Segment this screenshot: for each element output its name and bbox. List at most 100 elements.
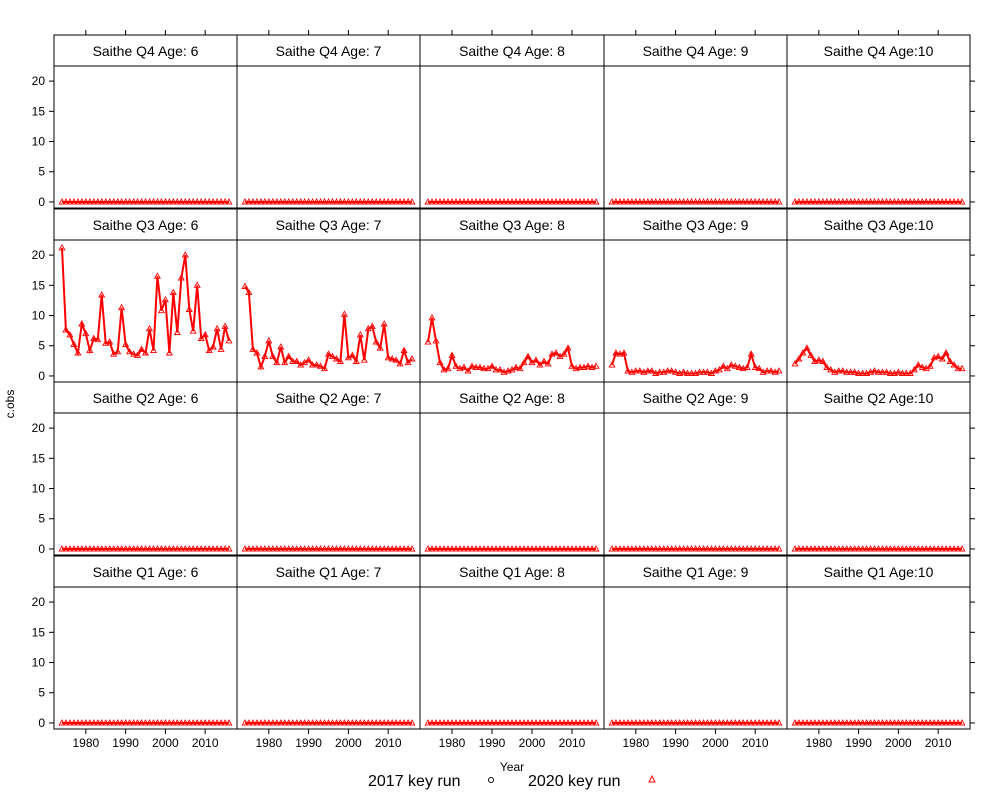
data-point [253,719,261,726]
data-point [882,198,891,205]
panel-14: Saithe Q2 Age:10 [786,381,971,556]
data-point [811,545,819,552]
data-point [560,198,568,205]
data-point [942,719,950,726]
panel-frame [236,586,421,730]
data-point [448,351,456,358]
x-tick-label: 1990 [479,736,506,750]
panel-1: Saithe Q4 Age: 7 [236,34,421,209]
data-point [683,719,692,726]
data-point [711,719,719,726]
data-point [313,719,321,726]
series-line-2020 [244,285,413,371]
data-point [133,351,142,358]
data-point [823,198,831,205]
data-point [747,350,755,357]
data-point [918,545,926,552]
data-point [532,356,540,363]
data-point [197,719,205,726]
data-point [217,719,225,726]
panel-title: Saithe Q2 Age:10 [824,390,934,406]
data-point [807,545,815,552]
data-point [839,545,847,552]
data-point [388,545,396,552]
data-point [648,198,656,205]
data-point [110,545,118,552]
data-point [452,719,460,726]
data-point [831,719,839,726]
data-point [504,367,512,374]
data-point [528,719,536,726]
data-point [795,545,803,552]
data-point [695,368,704,375]
panel-strip [419,34,605,67]
data-point [938,719,946,726]
data-point [484,198,492,205]
data-point [504,198,512,205]
data-point [241,198,249,205]
data-point [137,345,146,352]
data-point [699,198,708,205]
panel-frame [786,412,971,556]
data-point [620,349,628,356]
panel-frame [53,586,238,730]
data-point [245,198,253,205]
data-point [285,719,293,726]
data-point [739,198,747,205]
data-point [556,545,564,552]
data-point [241,545,249,552]
data-point [197,198,205,205]
panel-title: Saithe Q4 Age: 7 [276,43,382,59]
data-point [66,330,74,338]
panel-frame [53,412,238,556]
data-point [524,719,532,726]
data-point [870,545,879,552]
data-point [886,545,894,552]
data-point [320,719,329,726]
data-point [910,365,918,373]
data-point [799,545,807,552]
y-tick-label: 15 [32,278,46,292]
data-point [656,719,664,726]
data-point [70,340,78,347]
data-point [281,719,289,726]
panel-strip [603,555,788,588]
data-point [269,352,277,360]
data-point [922,719,930,726]
panel-title: Saithe Q2 Age: 6 [93,390,199,406]
data-point [368,719,376,726]
data-point [882,368,891,375]
data-point [328,198,337,205]
data-point [612,545,620,552]
data-point [62,326,70,333]
data-point [106,338,114,345]
data-point [719,362,727,369]
data-point [500,719,508,726]
data-point [934,198,942,205]
data-point [173,198,181,205]
data-point [348,719,356,726]
panel-18: Saithe Q1 Age: 9 [603,555,788,730]
data-point [548,198,556,205]
data-point [364,198,372,205]
legend-label-2017: 2017 key run [368,773,461,790]
data-point [332,355,341,362]
data-point [930,198,938,205]
data-point [648,367,656,374]
data-point [874,198,883,205]
data-point [707,198,715,205]
panel-title: Saithe Q3 Age: 9 [643,217,749,233]
data-point [78,545,86,552]
data-point [130,198,138,205]
data-point [775,198,783,205]
data-point [261,719,269,726]
data-point [608,361,616,368]
data-point [791,359,799,367]
data-point [548,719,556,726]
data-point [691,198,700,205]
data-point [755,198,763,205]
data-point [870,367,879,374]
data-point [396,359,404,367]
data-point [118,198,126,205]
data-point [66,545,74,552]
